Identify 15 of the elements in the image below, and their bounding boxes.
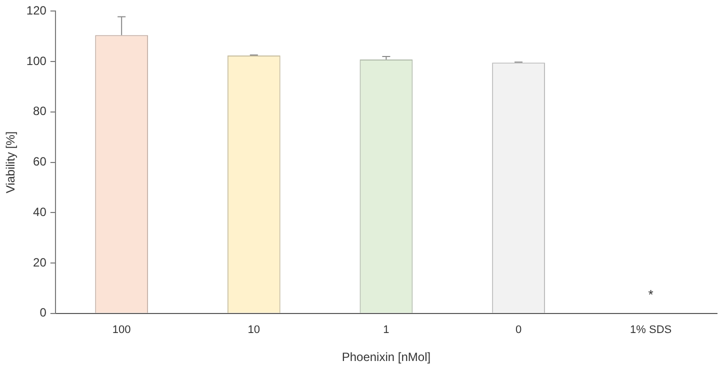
annotation: *	[648, 286, 654, 302]
y-tick-label: 40	[33, 204, 47, 219]
x-tick-label: 0	[515, 324, 522, 336]
y-tick-label: 100	[26, 54, 47, 68]
y-tick-label: 60	[33, 154, 47, 169]
x-tick-label: 10	[248, 324, 260, 336]
y-axis-title: Viability [%]	[4, 131, 18, 194]
y-tick-label: 120	[26, 4, 47, 18]
x-tick-label: 1% SDS	[630, 324, 672, 336]
x-tick-label: 1	[383, 324, 390, 336]
y-tick-label: 0	[40, 306, 47, 320]
x-tick-label: 100	[112, 324, 131, 336]
y-tick-label: 20	[33, 255, 47, 270]
y-tick-label: 80	[33, 104, 47, 118]
x-axis-title: Phoenixin [nMol]	[342, 350, 431, 364]
